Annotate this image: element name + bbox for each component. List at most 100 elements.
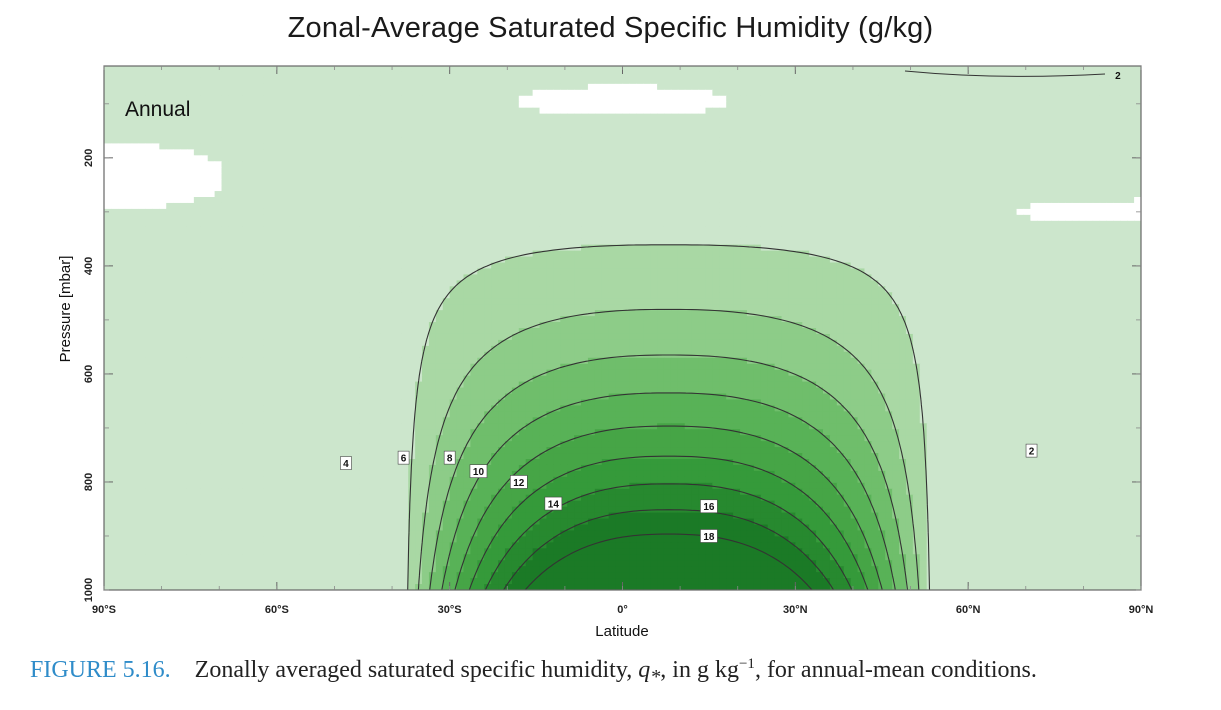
contour-fill-cell: [470, 77, 478, 85]
contour-fill-cell: [352, 77, 361, 85]
contour-fill-cell: [394, 113, 402, 121]
contour-fill-cell: [567, 214, 575, 222]
contour-fill-cell: [221, 113, 230, 121]
contour-fill-cell: [726, 232, 734, 240]
contour-fill-cell: [408, 167, 416, 174]
contour-fill-cell: [1099, 101, 1108, 109]
contour-fill-cell: [788, 101, 796, 109]
contour-fill-cell: [857, 113, 866, 121]
contour-fill-cell: [104, 143, 112, 150]
contour-fill-cell: [615, 226, 624, 234]
contour-fill-cell: [705, 137, 713, 144]
contour-fill-cell: [532, 89, 541, 97]
contour-fill-cell: [456, 179, 465, 186]
contour-fill-cell: [843, 149, 852, 156]
contour-fill-cell: [373, 66, 382, 73]
contour-fill-cell: [767, 214, 776, 222]
contour-fill-cell: [359, 113, 368, 121]
contour-fill-cell: [740, 232, 748, 240]
contour-fill-cell: [401, 149, 409, 156]
contour-fill-cell: [1051, 256, 1059, 264]
contour-fill-cell: [802, 101, 810, 109]
contour-fill-cell: [311, 185, 319, 192]
contour-fill-cell: [1127, 155, 1135, 162]
contour-fill-cell: [318, 185, 326, 192]
contour-fill-cell: [1002, 83, 1011, 91]
contour-fill-cell: [401, 119, 409, 127]
contour-fill-cell: [325, 71, 333, 79]
contour-fill-cell: [491, 71, 499, 79]
contour-fill-cell: [560, 197, 568, 204]
contour-fill-cell: [325, 167, 333, 174]
contour-fill-cell: [166, 208, 174, 216]
contour-fill-cell: [401, 125, 409, 133]
contour-fill-cell: [484, 191, 492, 198]
contour-fill-cell: [249, 107, 257, 115]
contour-fill-cell: [263, 220, 271, 228]
contour-fill-cell: [622, 167, 631, 174]
contour-fill-cell: [961, 119, 969, 127]
contour-fill-cell: [857, 202, 866, 210]
contour-fill-cell: [498, 197, 506, 204]
contour-fill-cell: [435, 226, 444, 234]
contour-fill-cell: [822, 208, 831, 216]
contour-fill-cell: [988, 149, 997, 156]
contour-fill-cell: [712, 83, 720, 91]
contour-fill-cell: [470, 119, 478, 127]
contour-fill-cell: [574, 119, 582, 127]
contour-fill-cell: [352, 119, 361, 127]
contour-fill-cell: [926, 167, 935, 174]
contour-fill-cell: [1127, 232, 1135, 240]
contour-fill-cell: [173, 214, 181, 222]
contour-fill-cell: [1064, 208, 1073, 216]
contour-fill-cell: [325, 143, 333, 150]
contour-fill-cell: [885, 113, 893, 121]
contour-fill-cell: [857, 101, 866, 109]
contour-fill-cell: [968, 107, 976, 115]
contour-fill-cell: [1037, 107, 1045, 115]
contour-fill-cell: [767, 119, 776, 127]
contour-fill-cell: [186, 149, 195, 156]
contour-fill-cell: [594, 208, 603, 216]
contour-fill-cell: [726, 226, 734, 234]
contour-fill-cell: [235, 250, 243, 258]
contour-fill-cell: [539, 77, 548, 85]
contour-fill-cell: [698, 185, 707, 192]
contour-fill-cell: [912, 149, 921, 156]
contour-fill-cell: [339, 113, 347, 121]
contour-fill-cell: [304, 83, 312, 91]
contour-fill-cell: [1037, 95, 1045, 103]
contour-fill-cell: [1078, 167, 1087, 174]
contour-fill-cell: [477, 232, 485, 240]
contour-fill-cell: [657, 83, 665, 91]
contour-fill-cell: [1051, 244, 1059, 252]
contour-fill-cell: [795, 191, 803, 198]
contour-fill-cell: [933, 77, 942, 85]
contour-fill-cell: [311, 131, 319, 139]
contour-fill-cell: [415, 167, 423, 174]
contour-fill-cell: [200, 83, 209, 91]
contour-fill-cell: [463, 66, 471, 73]
contour-fill-cell: [760, 167, 769, 174]
contour-fill-cell: [484, 107, 492, 115]
contour-fill-cell: [498, 149, 506, 156]
contour-fill-cell: [422, 244, 430, 252]
contour-fill-cell: [242, 89, 250, 97]
contour-fill-cell: [1058, 208, 1066, 216]
contour-fill-cell: [581, 232, 589, 240]
contour-fill-cell: [1058, 89, 1066, 97]
contour-fill-cell: [629, 244, 637, 252]
contour-fill-cell: [643, 167, 651, 174]
contour-fill-cell: [947, 83, 955, 91]
contour-fill-cell: [816, 179, 824, 186]
contour-fill-cell: [622, 77, 631, 85]
contour-fill-cell: [899, 202, 907, 210]
contour-fill-cell: [435, 220, 444, 228]
contour-fill-cell: [836, 214, 845, 222]
contour-fill-cell: [193, 161, 202, 168]
contour-fill-cell: [892, 197, 900, 204]
contour-fill-cell: [740, 244, 748, 252]
contour-fill-cell: [740, 66, 748, 73]
contour-fill-cell: [968, 167, 976, 174]
contour-fill-cell: [380, 214, 389, 222]
